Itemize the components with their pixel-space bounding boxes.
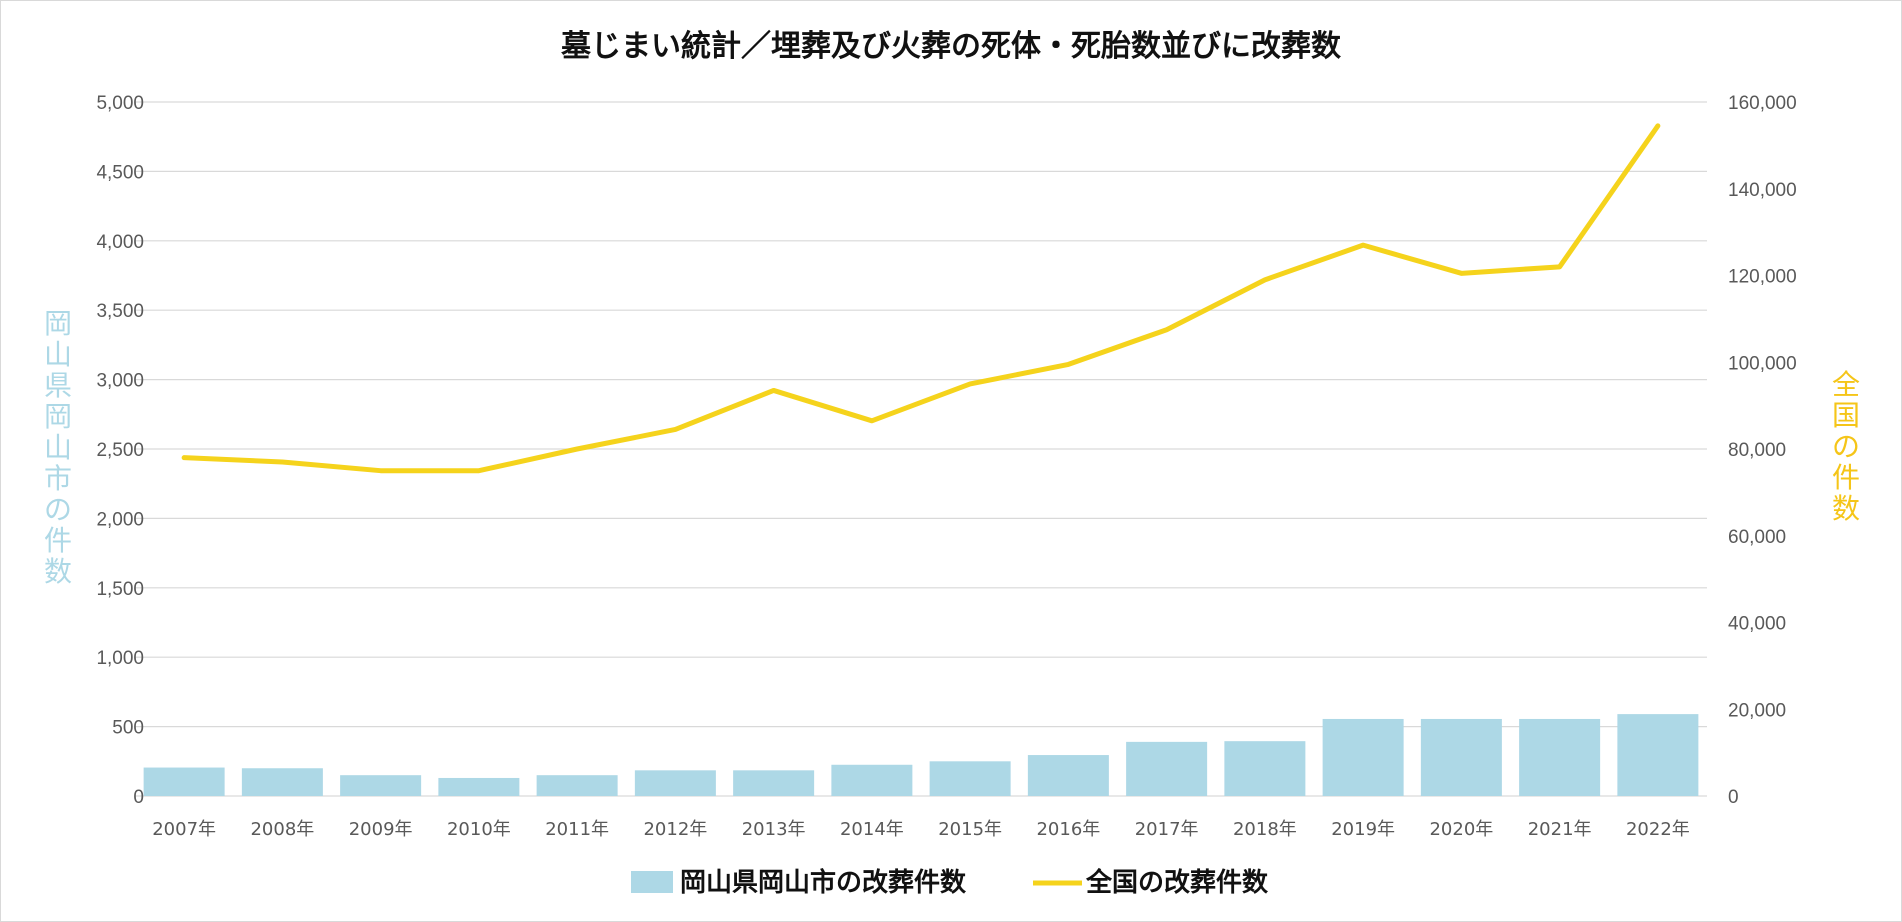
right-tick-label: 100,000 bbox=[1728, 353, 1797, 374]
left-tick-label: 500 bbox=[112, 718, 144, 739]
legend: 岡山県岡山市の改葬件数 全国の改葬件数 bbox=[631, 867, 1269, 898]
right-tick-label: 20,000 bbox=[1728, 700, 1786, 721]
bar bbox=[1126, 741, 1208, 796]
left-tick-label: 2,000 bbox=[96, 509, 144, 530]
bar bbox=[733, 770, 815, 796]
x-tick-label: 2012年 bbox=[643, 819, 707, 840]
left-tick-label: 4,000 bbox=[96, 232, 144, 253]
legend-swatch-bar bbox=[631, 871, 673, 893]
x-tick-label: 2018年 bbox=[1233, 819, 1297, 840]
x-tick-label: 2014年 bbox=[840, 819, 904, 840]
left-axis-title: 岡山県岡山市の件数 bbox=[44, 307, 72, 588]
chart-title: 墓じまい統計／埋葬及び火葬の死体・死胎数並びに改葬数 bbox=[560, 29, 1342, 64]
bar bbox=[536, 775, 618, 796]
x-axis-ticks: 2007年 2008年 2009年 2010年 2011年 2012年 2013年 2014年… bbox=[152, 819, 1690, 840]
right-axis-title: 全国の件数 bbox=[1832, 368, 1860, 525]
bar bbox=[143, 767, 225, 796]
gridlines bbox=[135, 101, 1707, 797]
left-axis-title-text: 岡山県岡山市の件数 bbox=[44, 307, 72, 588]
x-tick-label: 2010年 bbox=[447, 819, 511, 840]
bar bbox=[929, 761, 1011, 796]
right-tick-label: 160,000 bbox=[1728, 93, 1797, 114]
x-tick-label: 2011年 bbox=[545, 819, 609, 840]
x-tick-label: 2021年 bbox=[1528, 819, 1592, 840]
x-tick-label: 2007年 bbox=[152, 819, 216, 840]
line-series bbox=[181, 123, 1661, 474]
x-tick-label: 2019年 bbox=[1331, 819, 1395, 840]
right-tick-label: 0 bbox=[1728, 787, 1739, 808]
bar bbox=[1322, 718, 1404, 796]
legend-label-line: 全国の改葬件数 bbox=[1085, 867, 1269, 898]
bar bbox=[634, 770, 716, 796]
left-axis-ticks: 0 500 1,000 1,500 2,000 2,500 3,000 3,500 4,000 4… bbox=[96, 93, 144, 808]
left-tick-label: 0 bbox=[133, 787, 144, 808]
left-tick-label: 1,500 bbox=[96, 579, 144, 600]
right-axis-title-text: 全国の件数 bbox=[1832, 368, 1860, 525]
bar bbox=[831, 764, 913, 796]
left-tick-label: 3,000 bbox=[96, 371, 144, 392]
bar bbox=[241, 768, 323, 796]
right-tick-label: 40,000 bbox=[1728, 614, 1786, 635]
right-tick-label: 80,000 bbox=[1728, 440, 1786, 461]
x-tick-label: 2022年 bbox=[1626, 819, 1690, 840]
x-tick-label: 2020年 bbox=[1429, 819, 1493, 840]
right-tick-label: 60,000 bbox=[1728, 527, 1786, 548]
x-tick-label: 2017年 bbox=[1135, 819, 1199, 840]
right-tick-label: 120,000 bbox=[1728, 267, 1797, 288]
bar bbox=[340, 775, 422, 796]
bar bbox=[1519, 718, 1601, 796]
x-tick-label: 2015年 bbox=[938, 819, 1002, 840]
bar bbox=[438, 777, 520, 796]
bar bbox=[1420, 718, 1502, 796]
left-tick-label: 4,500 bbox=[96, 162, 144, 183]
x-tick-label: 2008年 bbox=[250, 819, 314, 840]
right-axis-ticks: 0 20,000 40,000 60,000 80,000 100,000 120,000 1… bbox=[1728, 93, 1797, 808]
left-tick-label: 2,500 bbox=[96, 440, 144, 461]
right-tick-label: 140,000 bbox=[1728, 180, 1797, 201]
x-tick-label: 2009年 bbox=[349, 819, 413, 840]
legend-label-bar: 岡山県岡山市の改葬件数 bbox=[680, 867, 967, 898]
bar bbox=[1617, 714, 1699, 796]
left-tick-label: 3,500 bbox=[96, 301, 144, 322]
left-tick-label: 1,000 bbox=[96, 648, 144, 669]
line-path bbox=[181, 123, 1661, 474]
bar-series bbox=[143, 714, 1699, 796]
bar bbox=[1224, 741, 1306, 796]
x-tick-label: 2016年 bbox=[1036, 819, 1100, 840]
x-tick-label: 2013年 bbox=[742, 819, 806, 840]
left-tick-label: 5,000 bbox=[96, 93, 144, 114]
bar bbox=[1027, 755, 1109, 796]
